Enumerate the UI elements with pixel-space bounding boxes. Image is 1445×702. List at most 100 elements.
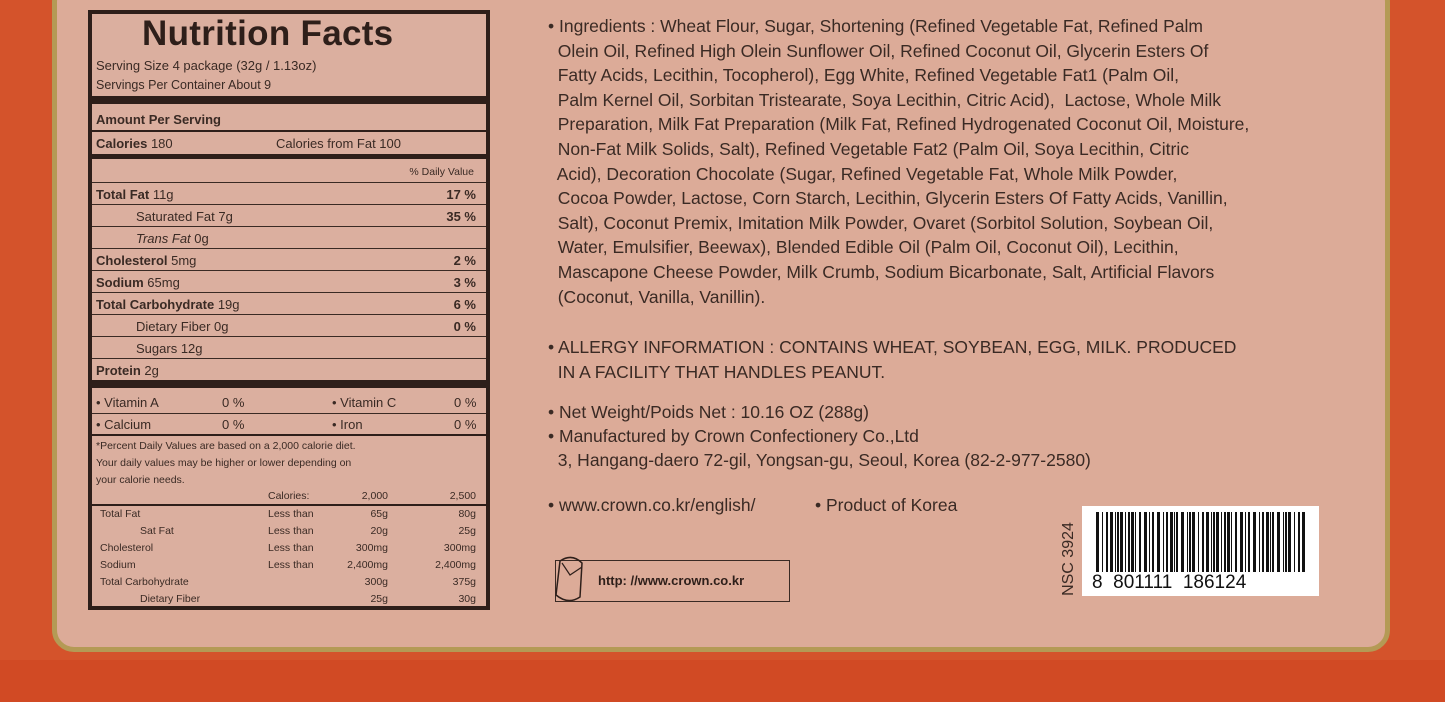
vitamin-text: 0 % bbox=[222, 395, 245, 410]
nutrient-name: Total Carbohydrate bbox=[96, 297, 215, 312]
daily-value-header: % Daily Value bbox=[409, 166, 474, 178]
ingredients-text: • Ingredients : Wheat Flour, Sugar, Shor… bbox=[548, 14, 1348, 309]
nutrient-daily-value: 3 % bbox=[453, 275, 476, 290]
vitamin-row: • Vitamin A 0 % • Vitamin C 0 % bbox=[92, 392, 486, 414]
ingredients-line: Preparation, Milk Fat Preparation (Milk … bbox=[548, 114, 1250, 135]
barcode-bar bbox=[1245, 512, 1246, 572]
nutrient-row: Total Carbohydrate 19g 6 % bbox=[92, 292, 486, 315]
nutrient-amount: 5mg bbox=[167, 253, 197, 268]
nutrient-label: Cholesterol 5mg bbox=[96, 253, 196, 268]
nutrient-row: Dietary Fiber 0g 0 % bbox=[92, 314, 486, 337]
ingredients-line: Water, Emulsifier, Beewax), Blended Edib… bbox=[548, 237, 1179, 258]
nutrient-label: Dietary Fiber 0g bbox=[136, 319, 229, 334]
nutrient-name: Total Fat bbox=[96, 187, 150, 202]
nutrient-label: Total Fat 11g bbox=[96, 187, 174, 202]
reference-cell: Calories: bbox=[268, 490, 310, 502]
barcode-bar bbox=[1189, 512, 1191, 572]
vitamin-text: • Vitamin C bbox=[332, 395, 397, 410]
reference-cell: 300g bbox=[364, 576, 388, 588]
barcode-bar bbox=[1221, 512, 1222, 572]
address: 3, Hangang-daero 72-gil, Yongsan-gu, Seo… bbox=[548, 450, 1091, 470]
barcode-bar bbox=[1211, 512, 1212, 572]
barcode-bar bbox=[1253, 512, 1256, 572]
nutrient-row: Sugars 12g bbox=[92, 336, 486, 359]
barcode-bar bbox=[1163, 512, 1164, 572]
barcode-bar bbox=[1206, 512, 1209, 572]
barcode-bar bbox=[1198, 512, 1199, 572]
nutrient-daily-value: 0 % bbox=[453, 319, 476, 334]
barcode-bar bbox=[1213, 512, 1215, 572]
nutrient-name: Trans Fat bbox=[136, 231, 191, 246]
barcode-bar bbox=[1135, 512, 1136, 572]
thick-divider bbox=[92, 154, 486, 159]
barcode-bar bbox=[1131, 512, 1134, 572]
nutrient-name: Saturated Fat bbox=[136, 209, 215, 224]
website: • www.crown.co.kr/english/ bbox=[548, 495, 756, 515]
calories-from-fat: Calories from Fat 100 bbox=[276, 136, 401, 151]
nutrient-label: Total Carbohydrate 19g bbox=[96, 297, 240, 312]
computer-mouse-icon bbox=[555, 556, 583, 602]
vitamin-text: • Calcium bbox=[96, 417, 152, 432]
nutrient-name: Dietary Fiber bbox=[136, 319, 211, 334]
calories-label: Calories bbox=[96, 136, 148, 151]
barcode-bar bbox=[1283, 512, 1284, 572]
barcode-bar bbox=[1294, 512, 1295, 572]
nutrient-amount: 19g bbox=[214, 297, 240, 312]
barcode-bar bbox=[1302, 512, 1305, 572]
vitamin-text: 0 % bbox=[454, 417, 477, 432]
barcode-bar bbox=[1115, 512, 1116, 572]
reference-cell: Total Carbohydrate bbox=[100, 576, 189, 588]
barcode-bar bbox=[1227, 512, 1230, 572]
reference-header: Calories: 2,000 2,500 bbox=[96, 490, 482, 507]
barcode-bar bbox=[1152, 512, 1154, 572]
divider bbox=[92, 434, 486, 436]
nutrient-row: Trans Fat 0g bbox=[92, 226, 486, 249]
barcode-bar bbox=[1262, 512, 1264, 572]
reference-row: Sat Fat Less than 20g 25g bbox=[96, 525, 482, 542]
servings-per-container: Servings Per Container About 9 bbox=[96, 78, 272, 92]
vitamin-text: • Iron bbox=[332, 417, 363, 432]
vitamin-text: • Vitamin A bbox=[96, 395, 159, 410]
nutrient-name: Sugars bbox=[136, 341, 178, 356]
nsc-code: NSC 3924 bbox=[1060, 522, 1077, 596]
reference-cell: Less than bbox=[268, 559, 314, 571]
barcode-bar bbox=[1174, 512, 1175, 572]
nutrient-name: Protein bbox=[96, 363, 141, 378]
barcode-bar bbox=[1298, 512, 1300, 572]
nutrition-facts-box: Nutrition Facts Serving Size 4 package (… bbox=[88, 10, 490, 610]
barcode-bar bbox=[1248, 512, 1250, 572]
footnote-line: your calorie needs. bbox=[96, 474, 185, 486]
reference-cell: 2,400mg bbox=[435, 559, 476, 571]
reference-cell: Cholesterol bbox=[100, 542, 154, 554]
barcode-bar bbox=[1235, 512, 1237, 572]
reference-row: Dietary Fiber 25g 30g bbox=[96, 593, 482, 610]
footnote: *Percent Daily Values are based on a 2,0… bbox=[96, 438, 482, 489]
nutrient-label: Protein 2g bbox=[96, 363, 159, 378]
barcode-bar bbox=[1125, 512, 1126, 572]
barcode-bar bbox=[1176, 512, 1178, 572]
nutrient-row: Cholesterol 5mg 2 % bbox=[92, 248, 486, 271]
barcode-bar bbox=[1181, 512, 1184, 572]
footnote-line: *Percent Daily Values are based on a 2,0… bbox=[96, 440, 356, 452]
barcode-bar bbox=[1110, 512, 1113, 572]
reference-cell: Total Fat bbox=[100, 508, 141, 520]
vitamin-row: • Calcium 0 % • Iron 0 % bbox=[92, 413, 486, 436]
nutrient-amount: 0g bbox=[190, 231, 209, 246]
barcode-bar bbox=[1272, 512, 1274, 572]
barcode-bar bbox=[1240, 512, 1243, 572]
barcode-bar bbox=[1270, 512, 1271, 572]
reference-row: Total Carbohydrate 300g 375g bbox=[96, 576, 482, 593]
thick-divider bbox=[92, 96, 486, 104]
barcode-bar bbox=[1277, 512, 1280, 572]
ingredients-line: (Coconut, Vanilla, Vanillin). bbox=[548, 286, 766, 307]
nutrient-label: Sugars 12g bbox=[136, 341, 203, 356]
nutrition-title: Nutrition Facts bbox=[142, 14, 394, 53]
ingredients-line: Non-Fat Milk Solids, Salt), Refined Vege… bbox=[548, 138, 1189, 159]
nutrient-row: Total Fat 11g 17 % bbox=[92, 182, 486, 205]
barcode-bar bbox=[1216, 512, 1219, 572]
nutrient-row: Sodium 65mg 3 % bbox=[92, 270, 486, 293]
ingredients-line: Palm Kernel Oil, Sorbitan Tristearate, S… bbox=[548, 89, 1222, 110]
reference-cell: 80g bbox=[458, 508, 476, 520]
allergy-line: IN A FACILITY THAT HANDLES PEANUT. bbox=[548, 361, 886, 382]
nutrient-amount: 12g bbox=[177, 341, 203, 356]
